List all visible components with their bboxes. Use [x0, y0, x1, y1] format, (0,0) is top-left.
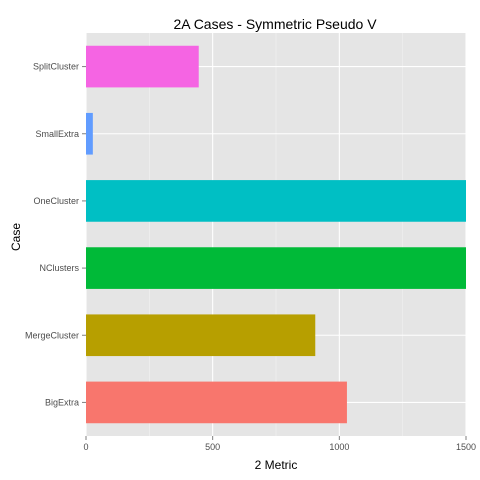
- x-axis-title: 2 Metric: [255, 458, 298, 472]
- y-tick-label: OneCluster: [33, 196, 79, 206]
- minor-gridlines: [149, 33, 403, 436]
- bar-smallextra: [86, 112, 93, 155]
- bar-splitcluster: [86, 45, 199, 88]
- bars: [86, 45, 466, 424]
- bar-mergecluster: [86, 314, 316, 357]
- bar-nclusters: [86, 247, 466, 289]
- x-tick-label: 0: [83, 442, 88, 452]
- y-axis-ticks: BigExtra MergeCluster NClusters OneCluster S…: [25, 62, 86, 407]
- bar-onecluster: [86, 180, 466, 222]
- chart-title: 2A Cases - Symmetric Pseudo V: [173, 16, 377, 32]
- y-tick-label: MergeCluster: [25, 330, 79, 340]
- y-tick-label: SmallExtra: [35, 129, 79, 139]
- y-tick-label: SplitCluster: [33, 62, 79, 72]
- x-tick-label: 1500: [456, 442, 476, 452]
- y-tick-label: BigExtra: [45, 397, 79, 407]
- y-axis-title: Case: [9, 223, 23, 251]
- y-tick-label: NClusters: [39, 263, 79, 273]
- x-axis-ticks: 0 500 1000 1500: [83, 436, 476, 452]
- bar-bigextra: [86, 381, 347, 424]
- x-tick-label: 1000: [329, 442, 349, 452]
- x-tick-label: 500: [205, 442, 220, 452]
